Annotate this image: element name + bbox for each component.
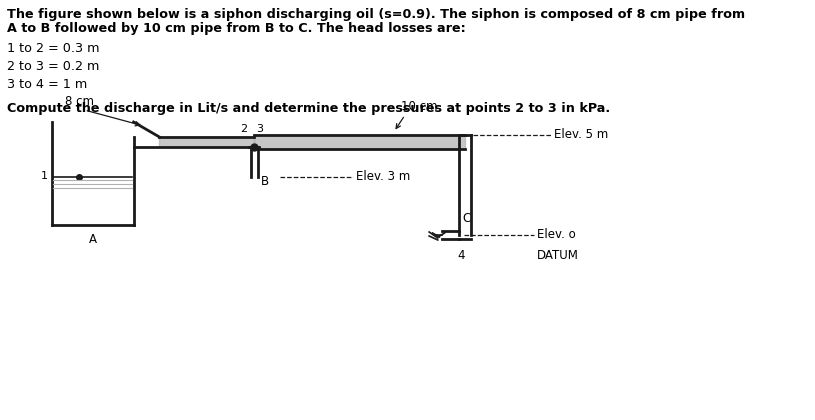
Text: 1 to 2 = 0.3 m: 1 to 2 = 0.3 m [7, 42, 99, 55]
Text: Elev. 3 m: Elev. 3 m [356, 171, 410, 184]
Text: 8 cm: 8 cm [64, 95, 94, 108]
Text: 3 to 4 = 1 m: 3 to 4 = 1 m [7, 78, 87, 91]
Text: 2 to 3 = 0.2 m: 2 to 3 = 0.2 m [7, 60, 99, 73]
Text: 1: 1 [42, 171, 48, 181]
Text: A to B followed by 10 cm pipe from B to C. The head losses are:: A to B followed by 10 cm pipe from B to … [7, 22, 465, 35]
Text: 10 cm: 10 cm [401, 100, 437, 113]
Text: Compute the discharge in Lit/s and determine the pressures at points 2 to 3 in k: Compute the discharge in Lit/s and deter… [7, 102, 610, 115]
Text: The figure shown below is a siphon discharging oil (s=0.9). The siphon is compos: The figure shown below is a siphon disch… [7, 8, 745, 21]
Text: 2: 2 [240, 124, 248, 134]
Text: Elev. o: Elev. o [537, 228, 575, 241]
Text: A: A [89, 233, 97, 246]
Text: 3: 3 [256, 124, 263, 134]
Text: C: C [462, 212, 470, 225]
Text: 4: 4 [457, 249, 465, 262]
Text: Elev. 5 m: Elev. 5 m [554, 129, 608, 142]
Text: DATUM: DATUM [537, 249, 579, 262]
Text: B: B [261, 175, 269, 188]
